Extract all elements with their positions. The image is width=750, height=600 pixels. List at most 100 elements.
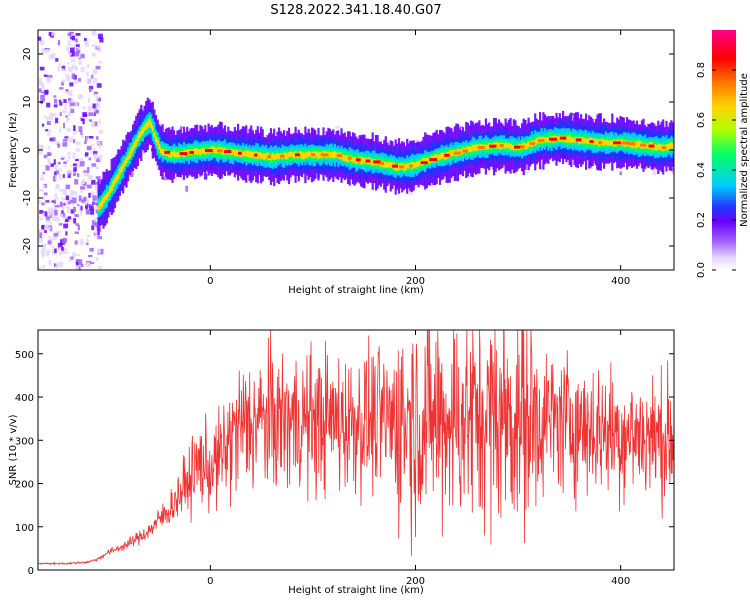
spectrogram-noise-cell xyxy=(78,195,82,202)
spectrogram-noise-cell xyxy=(95,187,99,194)
spectrogram-noise-cell xyxy=(50,163,54,167)
spectrogram-ridge-cell xyxy=(360,157,363,165)
spectrogram-ridge-cell xyxy=(145,123,148,130)
spectrogram-noise-cell xyxy=(99,37,104,43)
spectrogram-ridge-cell xyxy=(507,143,510,149)
spectrogram-noise-cell xyxy=(80,186,85,190)
spectrogram-noise-cell xyxy=(98,129,103,134)
spectrogram-noise-cell xyxy=(88,136,94,139)
spectrogram-noise-cell xyxy=(42,93,46,96)
spectrogram-noise-cell xyxy=(45,214,51,217)
spectrogram-noise-cell xyxy=(85,152,89,156)
spectrogram-noise-cell xyxy=(55,58,59,62)
spectrogram-peak-cell xyxy=(365,159,371,163)
spectrogram-noise-cell xyxy=(71,35,75,41)
spectrogram-noise-cell xyxy=(42,98,45,102)
spectrogram-noise-cell xyxy=(409,190,414,195)
spectrogram-noise-cell xyxy=(65,202,68,205)
spectrogram-noise-cell xyxy=(619,171,622,176)
spectrogram-noise-cell xyxy=(78,78,82,82)
spectrogram-ridge-cell xyxy=(305,151,309,158)
spectrogram-noise-cell xyxy=(38,144,43,150)
spectrogram-ridge-cell xyxy=(635,141,638,148)
spectrogram-noise-cell xyxy=(83,202,88,206)
spectrogram-ridge-cell xyxy=(250,151,253,158)
spectrogram-noise-cell xyxy=(43,226,47,232)
spectrogram-noise-cell xyxy=(74,51,80,57)
spectrogram-noise-cell xyxy=(89,204,93,207)
spectrogram-noise-cell xyxy=(88,119,93,122)
spectrogram-ridge-cell xyxy=(301,152,304,160)
spectrogram-noise-cell xyxy=(70,164,76,168)
spectrogram-noise-cell xyxy=(47,75,53,78)
spectrogram-ridge-cell xyxy=(565,135,568,143)
spectrogram-noise-cell xyxy=(57,39,60,46)
spectrogram-noise-cell xyxy=(38,88,42,93)
spectrogram-noise-cell xyxy=(38,150,43,155)
spectrogram-ridge-cell xyxy=(476,144,479,151)
spectrogram-noise-cell xyxy=(61,65,66,71)
spectrogram-noise-cell xyxy=(60,213,63,218)
spectrogram-ridge-cell xyxy=(414,162,417,169)
spectrogram-noise-cell xyxy=(48,235,51,239)
spectrogram-noise-cell xyxy=(71,64,76,70)
spectrogram-noise-cell xyxy=(458,126,463,129)
spectrogram-ridge-cell xyxy=(214,147,217,154)
spectrogram-noise-cell xyxy=(62,109,67,114)
spectrogram-ridge-cell xyxy=(194,148,197,155)
spectrogram-peak-cell xyxy=(598,141,603,145)
spectrogram-noise-cell xyxy=(77,259,83,265)
snr-x-tick-label: 0 xyxy=(207,576,213,587)
spectrogram-noise-cell xyxy=(54,122,57,126)
spectrogram-peak-cell xyxy=(238,151,242,155)
spectrogram-ridge-cell xyxy=(660,144,663,151)
spectrogram-noise-cell xyxy=(91,179,96,185)
spectrogram-ridge-cell xyxy=(570,137,573,143)
spectrogram-noise-cell xyxy=(58,168,62,172)
spectrogram-ridge-cell xyxy=(415,161,419,168)
spectrogram-noise-cell xyxy=(80,205,83,211)
spectrogram-noise-cell xyxy=(185,185,189,192)
spectrogram-ridge-cell xyxy=(568,134,571,142)
spectrogram-noise-cell xyxy=(53,95,57,98)
spectrogram-noise-cell xyxy=(54,205,60,208)
spectrogram-noise-cell xyxy=(414,185,420,189)
spectrogram-ridge-cell xyxy=(585,138,588,144)
spectrogram-noise-cell xyxy=(48,54,54,60)
spectrogram-noise-cell xyxy=(41,202,45,206)
spectrogram-noise-cell xyxy=(67,101,71,104)
spectrogram-ridge-cell xyxy=(345,155,348,162)
spectrogram-ridge-cell xyxy=(174,152,177,158)
spectrogram-ridge-cell xyxy=(609,140,612,146)
spectrogram-ridge-cell xyxy=(230,148,233,155)
spectrogram-ridge-cell xyxy=(289,151,292,157)
spectrogram-noise-cell xyxy=(69,82,74,87)
spectrogram-ridge-cell xyxy=(161,148,164,156)
spectrogram-noise-cell xyxy=(62,174,65,178)
spectrogram-ridge-cell xyxy=(151,125,154,132)
spectrogram-noise-cell xyxy=(49,225,53,232)
spectrogram-noise-cell xyxy=(91,52,96,57)
spectrogram-noise-cell xyxy=(51,210,54,215)
spectrogram-ridge-cell xyxy=(657,143,660,150)
spectrogram-noise-cell xyxy=(62,188,66,195)
spectrogram-noise-cell xyxy=(62,79,66,83)
spectrogram-ridge-cell xyxy=(171,151,174,157)
spectrogram-ridge-cell xyxy=(233,150,236,156)
spectrogram-noise-cell xyxy=(54,216,60,222)
spectrogram-noise-cell xyxy=(41,89,45,92)
spectrogram-ridge-cell xyxy=(276,152,279,159)
snr-x-axis-label: Height of straight line (km) xyxy=(288,585,424,596)
spectrogram-noise-cell xyxy=(203,174,208,180)
spectrogram-ridge-cell xyxy=(128,151,131,159)
spectrogram-noise-cell xyxy=(672,168,674,174)
spectrogram-ridge-cell xyxy=(328,151,332,158)
spectrogram-noise-cell xyxy=(86,78,90,84)
spectrogram-noise-cell xyxy=(75,148,80,152)
spectrogram-peak-cell xyxy=(575,138,582,142)
spectrogram-noise-cell xyxy=(56,248,61,251)
spectrogram-ridge-cell xyxy=(99,202,102,209)
spectrogram-noise-cell xyxy=(72,201,75,206)
spectrogram-noise-cell xyxy=(78,94,83,100)
spectrogram-ridge-cell xyxy=(307,151,310,158)
